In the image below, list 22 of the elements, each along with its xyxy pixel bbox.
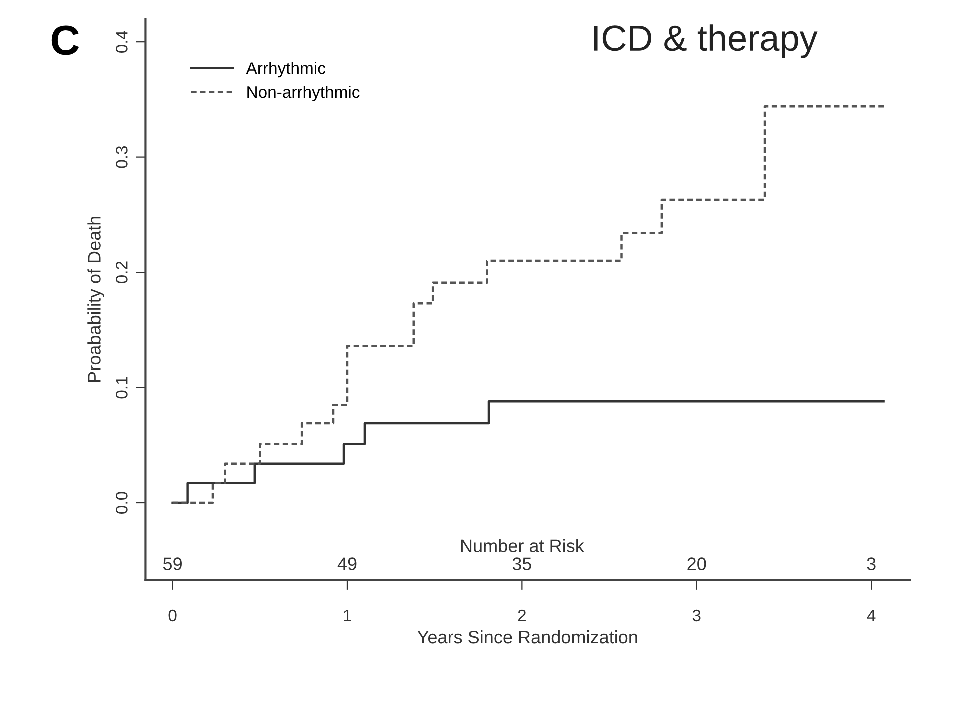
legend-label: Arrhythmic [246,62,326,78]
y-tick-label: 0.3 [116,146,128,168]
annotation: Number at Risk [461,539,584,553]
y-tick-label: 0.1 [116,377,128,399]
text: C [52,26,80,56]
x-tick-label: 3 [692,610,701,622]
chart-title: ICD & therapy [594,24,818,58]
annotation: 35 [512,558,532,570]
y-tick-label: 0.4 [116,30,128,54]
x-axis-title: Years Since Randomization [418,630,638,644]
legend-label: Non-arrhythmic [248,86,360,102]
annotation: 59 [163,558,182,570]
annotation: 49 [338,558,357,570]
x-tick-label: 0 [168,610,177,622]
x-tick-label: 1 [344,610,352,622]
y-tick-label: 0.2 [116,262,128,284]
y-axis-title: Proabability of Death [88,216,104,382]
annotation: 3 [867,558,876,570]
x-tick-label: 2 [518,610,526,622]
y-tick-label: 0.0 [116,492,128,514]
annotation: 20 [688,558,706,570]
x-tick-label: 4 [867,610,876,622]
